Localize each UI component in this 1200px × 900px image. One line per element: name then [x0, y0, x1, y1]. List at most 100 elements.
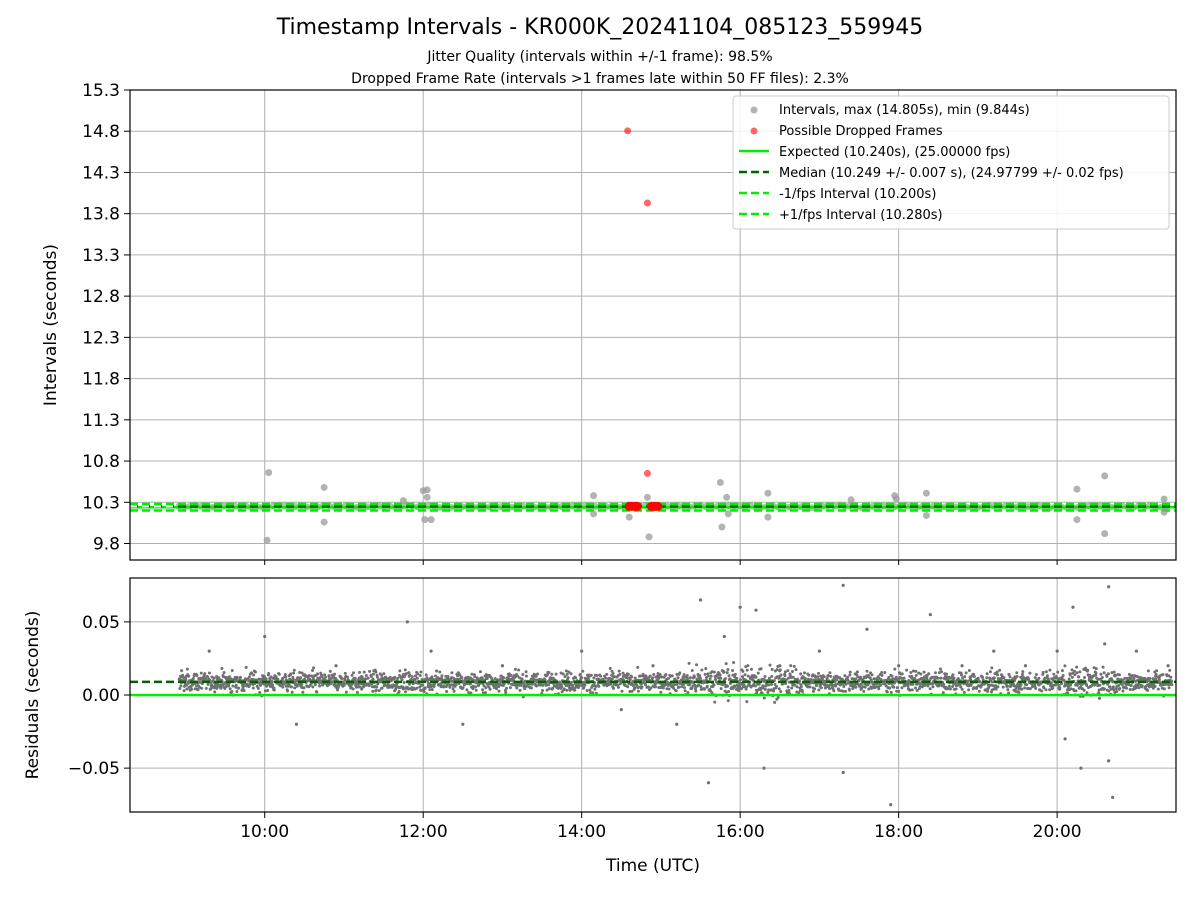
residual-point: [454, 683, 458, 687]
residual-point: [500, 664, 505, 668]
residual-point: [840, 677, 844, 681]
residual-point: [230, 689, 234, 693]
residual-point: [883, 670, 887, 674]
residual-point: [228, 687, 232, 691]
top-panel-frame: [129, 89, 1177, 561]
residual-point: [1114, 673, 1118, 677]
residual-point: [380, 686, 384, 690]
residual-point: [766, 690, 770, 694]
residual-point: [547, 687, 551, 691]
residual-point: [1048, 668, 1052, 672]
residual-point: [289, 685, 293, 689]
residual-point: [351, 687, 355, 691]
residual-point: [1132, 676, 1136, 680]
residual-point: [636, 686, 640, 690]
residual-point: [1112, 688, 1116, 692]
legend-box: [732, 95, 1170, 230]
interval-point: [423, 486, 431, 494]
residual-point: [203, 672, 207, 676]
residual-point: [795, 685, 799, 689]
dropped-frame-point: [632, 501, 642, 511]
residual-point: [1107, 759, 1111, 763]
residual-point: [481, 688, 485, 692]
residual-point: [737, 689, 741, 693]
legend-marker-dropped: [750, 127, 758, 135]
residual-point: [892, 685, 896, 689]
residual-point: [1097, 696, 1101, 700]
residual-point: [1034, 686, 1038, 690]
residual-point: [644, 674, 648, 678]
residual-point: [749, 667, 753, 671]
residual-point: [573, 688, 577, 692]
residual-point: [462, 683, 466, 687]
residual-point: [985, 672, 989, 676]
residual-point: [994, 687, 998, 691]
residual-point: [1069, 683, 1073, 687]
residual-point: [530, 682, 534, 686]
bottom-y-tick-label: 0.00: [82, 686, 120, 706]
residual-point: [281, 676, 285, 680]
residual-point: [604, 676, 608, 680]
residual-point: [611, 686, 615, 690]
residual-point: [264, 677, 268, 681]
residual-point: [1128, 687, 1132, 691]
residual-point: [517, 668, 521, 672]
residual-point: [416, 672, 420, 676]
residual-point: [561, 672, 565, 676]
residual-point: [1052, 672, 1056, 676]
residual-point: [837, 688, 841, 692]
residual-point: [687, 661, 691, 665]
residual-point: [1023, 664, 1028, 668]
residual-point: [380, 674, 384, 678]
residual-point: [803, 676, 807, 680]
residual-point: [343, 671, 347, 675]
residual-point: [636, 665, 640, 669]
residual-point: [817, 688, 821, 692]
residual-point: [364, 673, 368, 677]
legend-label-plus-one-frame: +1/fps Interval (10.280s): [779, 208, 943, 223]
legend-label-intervals: Intervals, max (14.805s), min (9.844s): [779, 103, 1030, 118]
residual-point: [554, 672, 558, 676]
residual-point: [1033, 684, 1037, 688]
residual-point: [783, 670, 787, 674]
residual-point: [1017, 687, 1021, 691]
residual-point: [914, 673, 918, 677]
residual-point: [309, 674, 313, 678]
residual-point: [204, 686, 208, 690]
residual-point: [230, 669, 234, 673]
residual-point: [900, 676, 904, 680]
residual-point: [409, 677, 413, 681]
residual-point: [432, 684, 436, 688]
chart-title: Timestamp Intervals - KR000K_20241104_08…: [276, 15, 924, 40]
residual-point: [694, 689, 698, 693]
residual-point: [1096, 677, 1100, 681]
residual-point: [371, 689, 375, 693]
residual-point: [360, 675, 364, 679]
residual-point: [430, 675, 434, 679]
residual-point: [251, 686, 255, 690]
residual-point: [547, 683, 551, 687]
interval-point: [590, 492, 598, 500]
residual-point: [611, 672, 615, 676]
residual-point: [676, 676, 680, 680]
residual-point: [672, 686, 676, 690]
residual-point: [616, 685, 620, 689]
residual-point: [841, 583, 845, 587]
residual-point: [791, 675, 795, 679]
residual-point: [1005, 684, 1009, 688]
residual-point: [1111, 685, 1115, 689]
residual-point: [890, 674, 894, 678]
residual-point: [207, 649, 211, 653]
residual-point: [931, 685, 935, 689]
residual-point: [763, 678, 767, 682]
residual-point: [1157, 678, 1161, 682]
residual-point: [483, 691, 487, 695]
residual-point: [636, 689, 640, 693]
residual-point: [713, 677, 717, 681]
residual-point: [762, 766, 766, 770]
residual-point: [242, 684, 246, 688]
residual-point: [660, 675, 664, 679]
residual-point: [382, 672, 386, 676]
residual-point: [375, 675, 379, 679]
residual-point: [241, 686, 245, 690]
